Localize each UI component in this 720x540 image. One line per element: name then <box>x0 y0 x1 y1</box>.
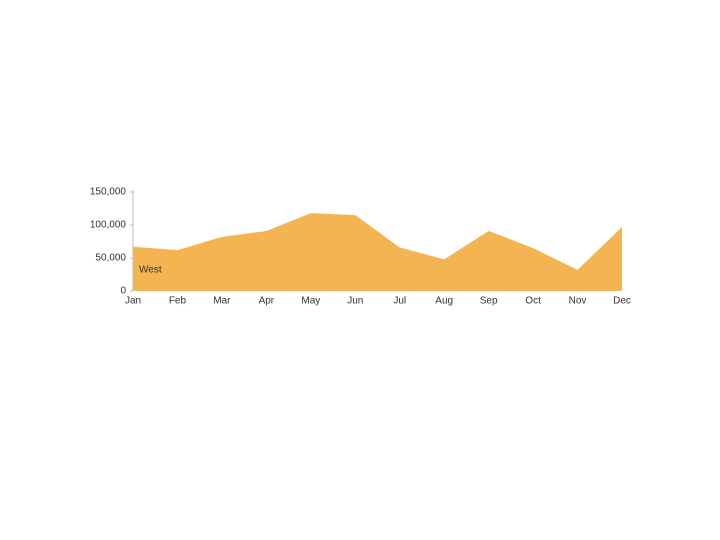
area <box>133 213 622 291</box>
x-tick-label: Sep <box>480 296 498 307</box>
x-tick-label: Nov <box>569 296 587 307</box>
x-tick-label: Jun <box>347 296 363 307</box>
x-tick-label: Jul <box>393 296 406 307</box>
x-tick-label: Feb <box>169 296 187 307</box>
y-tick-label: 0 <box>120 286 126 297</box>
series-label: West <box>139 265 162 276</box>
x-tick-label: May <box>301 296 320 307</box>
x-tick-label: Aug <box>435 296 453 307</box>
x-tick-label: Dec <box>613 296 631 307</box>
x-tick-label: Oct <box>525 296 541 307</box>
y-tick-label: 100,000 <box>90 220 127 231</box>
x-tick-label: Mar <box>213 296 231 307</box>
y-tick-label: 150,000 <box>90 187 127 198</box>
x-tick-label: Apr <box>259 296 275 307</box>
y-tick-label: 50,000 <box>95 253 126 264</box>
x-tick-label: Jan <box>125 296 141 307</box>
